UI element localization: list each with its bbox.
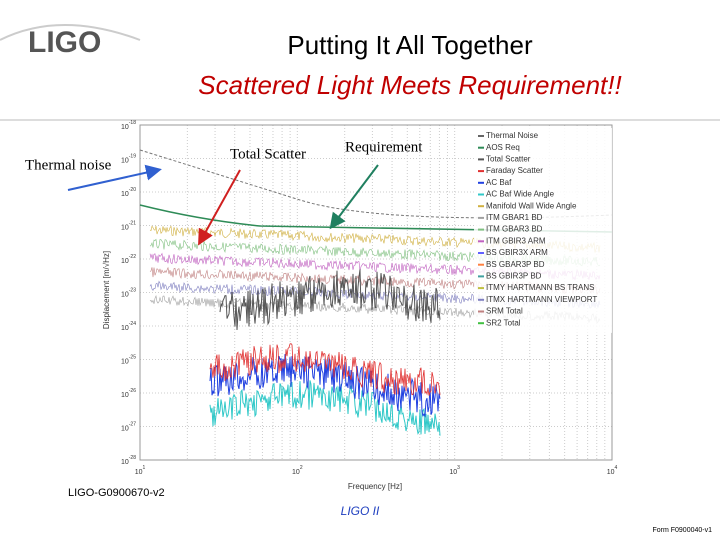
- y-tick-label: 10-25: [121, 355, 136, 366]
- legend-entry: BS GBIR3X ARM: [486, 248, 548, 257]
- y-tick-label: 10-21: [121, 221, 136, 232]
- legend-entry: SR2 Total: [486, 318, 521, 327]
- doc-id: LIGO-G0900670-v2: [68, 487, 165, 499]
- logo-arc: [0, 24, 141, 41]
- legend-entry: Total Scatter: [486, 155, 531, 164]
- tick-exponent: -22: [129, 254, 136, 260]
- legend-entry: ITM GBAR1 BD: [486, 213, 543, 222]
- trace-decoration: [219, 269, 441, 331]
- tick-base: 10: [121, 258, 129, 265]
- y-tick-label: 10-28: [121, 455, 136, 466]
- annotation: Total Scatter: [230, 146, 306, 162]
- tick-exponent: -21: [129, 221, 136, 227]
- tick-base: 10: [121, 124, 129, 131]
- arrow: [329, 164, 379, 230]
- footer-center: LIGO II: [341, 504, 380, 518]
- title: Putting It All Together: [287, 30, 533, 60]
- legend-entry: BS GBAR3P BD: [486, 260, 545, 269]
- x-tick-label: 102: [292, 465, 303, 476]
- tick-exponent: -23: [129, 288, 136, 294]
- logo: LIGO: [28, 26, 101, 59]
- trace-decoration: [209, 343, 441, 396]
- x-tick-label: 104: [607, 465, 618, 476]
- trace-decoration: [139, 204, 613, 233]
- annotation: Requirement: [345, 139, 423, 155]
- legend-entry: Manifold Wall Wide Angle: [486, 201, 577, 210]
- x-axis-label: Frequency [Hz]: [348, 482, 402, 491]
- x-tick-label: 103: [449, 465, 460, 476]
- tick-base: 10: [135, 469, 143, 476]
- subtitle: Scattered Light Meets Requirement!!: [198, 70, 621, 100]
- legend-entry: AC Baf: [486, 178, 512, 187]
- legend-entry: ITM GBAR3 BD: [486, 225, 543, 234]
- y-axis-label: Displacement [m/√Hz]: [102, 251, 111, 329]
- plot: 10-1810-1910-2010-2110-2210-2310-2410-25…: [121, 120, 618, 476]
- legend-entry: SRM Total: [486, 307, 523, 316]
- legend-entry: AOS Req: [486, 143, 520, 152]
- y-tick-label: 10-26: [121, 388, 136, 399]
- y-tick-label: 10-24: [121, 321, 136, 332]
- tick-exponent: -19: [129, 154, 136, 160]
- arrow: [67, 164, 162, 191]
- y-tick-label: 10-22: [121, 254, 136, 265]
- x-tick-label: 101: [135, 465, 146, 476]
- tick-exponent: -28: [129, 455, 136, 461]
- legend-entry: AC Baf Wide Angle: [486, 190, 555, 199]
- legend-entry: Faraday Scatter: [486, 166, 543, 175]
- form-id: Form F0900040-v1: [652, 527, 712, 534]
- y-tick-label: 10-20: [121, 187, 136, 198]
- y-tick-label: 10-18: [121, 120, 136, 131]
- tick-base: 10: [121, 459, 129, 466]
- legend-entry: ITMY HARTMANN BS TRANS: [486, 283, 594, 292]
- y-tick-label: 10-23: [121, 288, 136, 299]
- tick-exponent: -18: [129, 120, 136, 126]
- tick-base: 10: [121, 157, 129, 164]
- y-tick-label: 10-19: [121, 154, 136, 165]
- tick-base: 10: [449, 469, 457, 476]
- tick-exponent: -26: [129, 388, 136, 394]
- legend-box: [474, 128, 612, 333]
- tick-base: 10: [292, 469, 300, 476]
- trace-decoration: [209, 380, 441, 436]
- legend-entry: Thermal Noise: [486, 131, 539, 140]
- tick-exponent: -27: [129, 422, 136, 428]
- tick-exponent: -20: [129, 187, 136, 193]
- legend-entry: ITMX HARTMANN VIEWPORT: [486, 295, 597, 304]
- legend-entry: BS GBIR3P BD: [486, 272, 542, 281]
- annotation: Thermal noise: [25, 157, 112, 173]
- tick-exponent: 1: [143, 465, 146, 471]
- y-tick-label: 10-27: [121, 422, 136, 433]
- tick-base: 10: [121, 392, 129, 399]
- tick-base: 10: [607, 469, 615, 476]
- tick-base: 10: [121, 291, 129, 298]
- tick-exponent: -24: [129, 321, 136, 327]
- tick-exponent: 2: [300, 465, 303, 471]
- tick-base: 10: [121, 224, 129, 231]
- legend-entry: ITM GBIR3 ARM: [486, 236, 546, 245]
- tick-exponent: 3: [457, 465, 460, 471]
- tick-base: 10: [121, 425, 129, 432]
- arrow: [198, 169, 241, 246]
- tick-exponent: 4: [615, 465, 618, 471]
- tick-base: 10: [121, 358, 129, 365]
- tick-exponent: -25: [129, 355, 136, 361]
- tick-base: 10: [121, 191, 129, 198]
- tick-base: 10: [121, 325, 129, 332]
